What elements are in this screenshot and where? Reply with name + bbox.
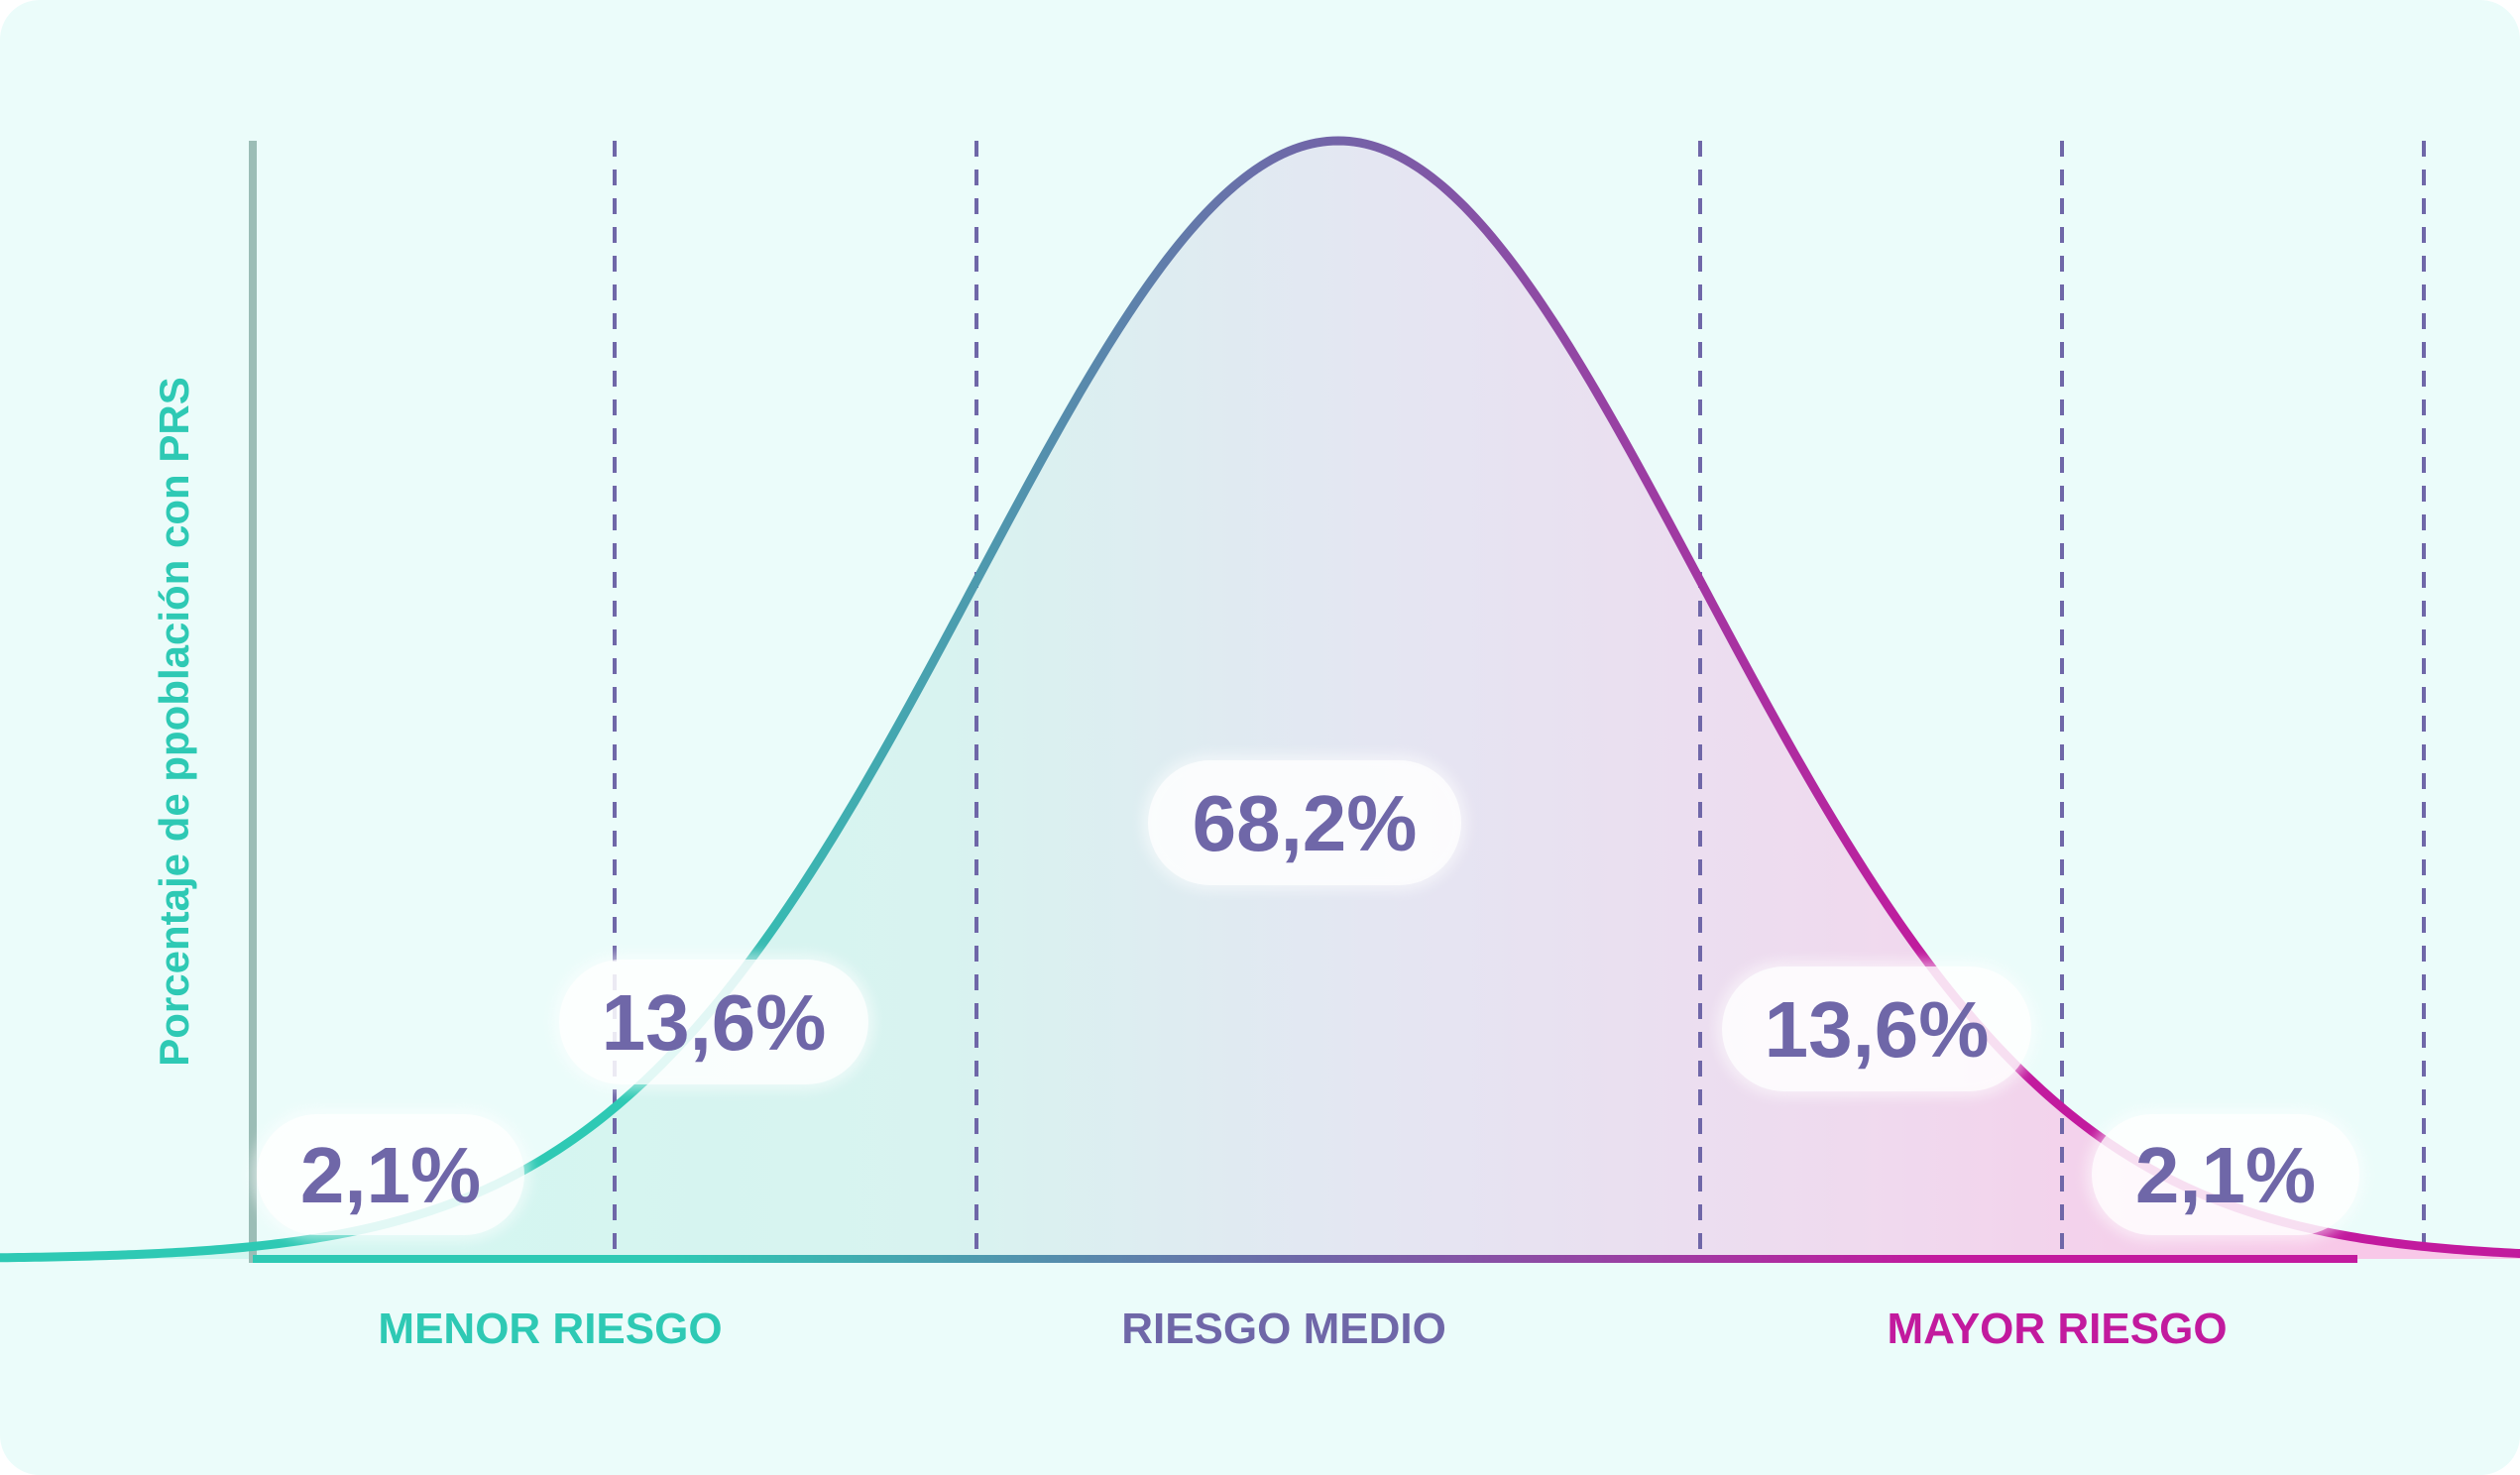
percentage-pill-1: 2,1% [251,1108,530,1241]
percentage-pills: 2,1% 13,6% 68,2% 13,6% 2,1% [251,754,2365,1241]
y-axis-title: Porcentaje de ppoblación con PRS [151,377,197,1066]
category-label-1: MENOR RIESGO [378,1305,722,1353]
percentage-label-3: 68,2% [1193,779,1418,867]
percentage-label-1: 2,1% [300,1131,481,1219]
percentage-pill-2: 13,6% [553,954,874,1090]
percentage-pill-3: 68,2% [1142,754,1467,891]
category-label-2: RIESGO MEDIO [1121,1305,1446,1353]
curve-area-fill [0,141,2520,1259]
percentage-label-5: 2,1% [2135,1131,2316,1219]
risk-category-labels: MENOR RIESGO RIESGO MEDIO MAYOR RIESGO [378,1305,2227,1353]
percentage-pill-4: 13,6% [1716,961,2037,1097]
percentage-label-4: 13,6% [1765,985,1990,1074]
category-label-3: MAYOR RIESGO [1887,1305,2227,1353]
percentage-pill-5: 2,1% [2086,1108,2365,1241]
percentage-label-2: 13,6% [602,978,827,1067]
